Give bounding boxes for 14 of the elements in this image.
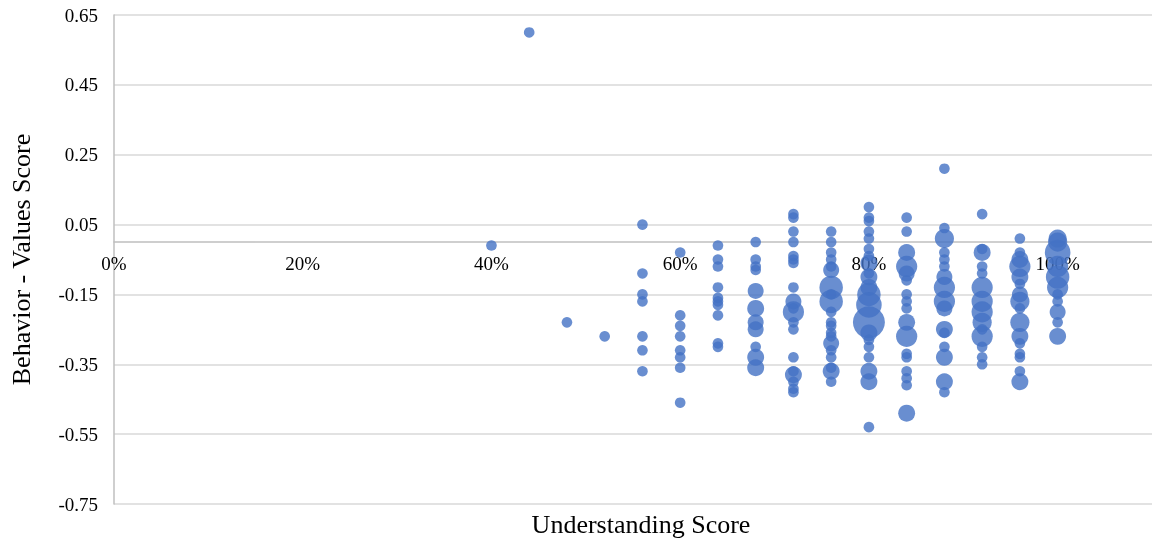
y-tick-label: -0.35	[58, 353, 98, 375]
x-tick-label: 40%	[474, 253, 510, 275]
y-tick-label: 0.45	[64, 74, 98, 96]
y-tick-label: -0.55	[58, 423, 98, 445]
y-tick-label: -0.15	[58, 283, 98, 305]
y-axis-title: Behavior - Values Score	[6, 133, 36, 386]
y-tick-label: -0.75	[58, 493, 98, 515]
y-tick-label: 0.65	[64, 4, 98, 26]
x-tick-label: 60%	[662, 253, 698, 275]
x-tick-label: 0%	[101, 253, 127, 275]
x-tick-label: 20%	[285, 253, 321, 275]
x-axis-title: Understanding Score	[531, 509, 751, 539]
y-tick-label: 0.25	[64, 144, 98, 166]
y-tick-label: 0.05	[64, 214, 98, 236]
